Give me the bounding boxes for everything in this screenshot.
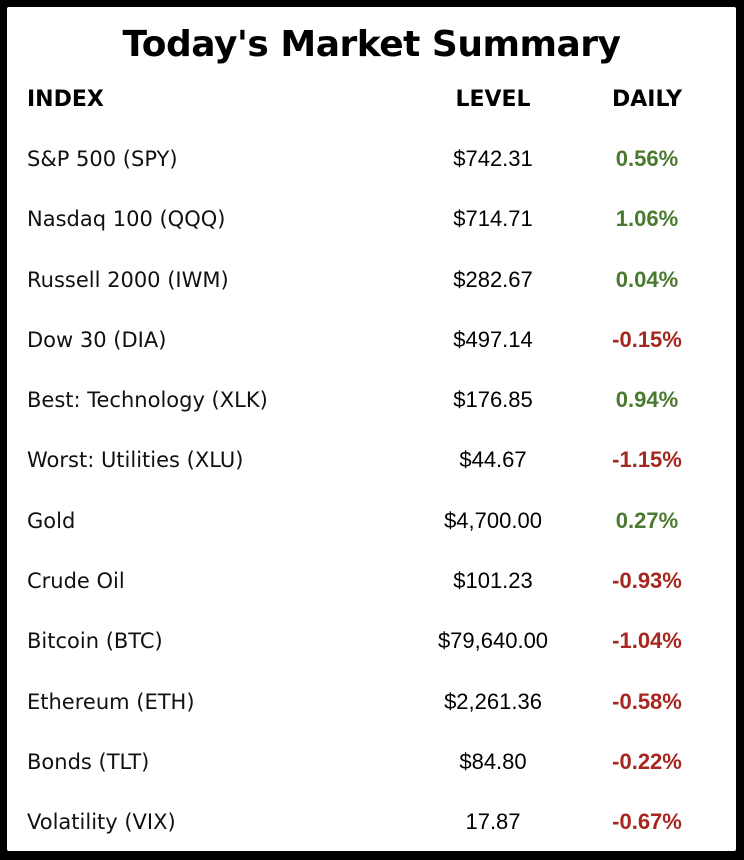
index-name: Russell 2000 (IWM) — [27, 267, 229, 292]
table-row: Bitcoin (BTC) $79,640.00 -1.04% — [7, 611, 736, 671]
daily-change: -1.15% — [612, 447, 682, 473]
daily-change: -0.58% — [612, 688, 682, 714]
table-row: Bonds (TLT) $84.80 -0.22% — [7, 732, 736, 792]
index-level: $2,261.36 — [444, 688, 542, 714]
table-row: Dow 30 (DIA) $497.14 -0.15% — [7, 310, 736, 370]
index-name: Ethereum (ETH) — [27, 689, 195, 714]
index-level: $742.31 — [453, 146, 533, 171]
index-name: S&P 500 (SPY) — [27, 147, 178, 171]
table-row: Best: Technology (XLK) $176.85 0.94% — [7, 370, 736, 430]
column-header-daily: DAILY — [612, 87, 682, 112]
daily-change: -0.67% — [612, 809, 682, 835]
index-name: Best: Technology (XLK) — [27, 388, 268, 413]
index-level: $4,700.00 — [444, 507, 542, 533]
index-name: Worst: Utilities (XLU) — [27, 448, 244, 473]
daily-change: -1.04% — [612, 628, 682, 654]
index-name: Bitcoin (BTC) — [27, 629, 163, 654]
table-row: Ethereum (ETH) $2,261.36 -0.58% — [7, 672, 736, 732]
table-row: Russell 2000 (IWM) $282.67 0.04% — [7, 250, 736, 310]
daily-change: -0.15% — [612, 326, 682, 352]
index-name: Bonds (TLT) — [27, 749, 150, 774]
page-title: Today's Market Summary — [122, 24, 621, 65]
index-level: $282.67 — [453, 266, 533, 292]
table-row: S&P 500 (SPY) $742.31 0.56% — [7, 129, 736, 189]
table-row: Nasdaq 100 (QQQ) $714.71 1.06% — [7, 189, 736, 249]
index-level: $44.67 — [459, 447, 527, 473]
index-level: $714.71 — [453, 206, 533, 232]
daily-change: 0.56% — [615, 146, 679, 171]
table-row: Worst: Utilities (XLU) $44.67 -1.15% — [7, 430, 736, 490]
index-level: 17.87 — [465, 809, 521, 835]
daily-change: -0.93% — [612, 568, 682, 594]
index-level: $176.85 — [453, 387, 533, 413]
table-row: Gold $4,700.00 0.27% — [7, 491, 736, 551]
index-level: $101.23 — [453, 568, 533, 594]
table-row: Crude Oil $101.23 -0.93% — [7, 551, 736, 611]
index-name: Dow 30 (DIA) — [27, 327, 167, 352]
index-name: Volatility (VIX) — [27, 810, 176, 835]
daily-change: -0.22% — [612, 748, 682, 774]
table-row: Volatility (VIX) 17.87 -0.67% — [7, 792, 736, 851]
daily-change: 0.27% — [615, 507, 679, 533]
market-table: S&P 500 (SPY) $742.31 0.56% Nasdaq 100 (… — [7, 129, 736, 851]
market-summary-card: Today's Market Summary INDEX LEVEL DAILY… — [7, 7, 736, 851]
index-level: $79,640.00 — [437, 628, 549, 654]
index-level: $84.80 — [459, 748, 527, 774]
index-name: Nasdaq 100 (QQQ) — [27, 207, 226, 232]
index-name: Gold — [27, 508, 76, 533]
index-name: Crude Oil — [27, 569, 125, 594]
column-header-index: INDEX — [27, 87, 104, 112]
column-header-level: LEVEL — [455, 87, 531, 112]
daily-change: 0.04% — [615, 266, 679, 292]
daily-change: 0.94% — [615, 387, 679, 413]
daily-change: 1.06% — [615, 206, 679, 232]
index-level: $497.14 — [453, 326, 533, 352]
